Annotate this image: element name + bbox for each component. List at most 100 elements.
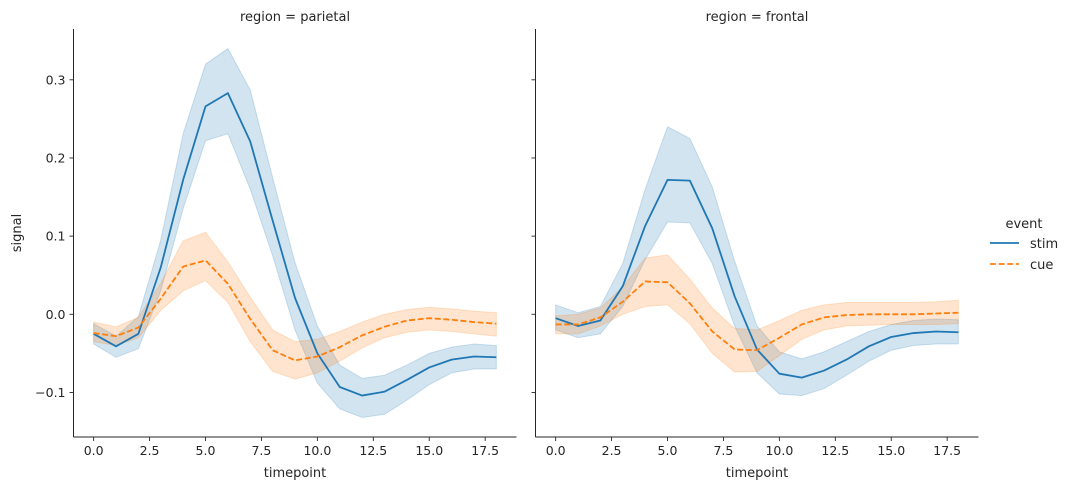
data-point-cue-frontal — [846, 314, 848, 316]
data-point-cue-frontal — [756, 349, 758, 351]
ci-band-cue-parietal — [93, 231, 497, 380]
y-tick-label: 0.2 — [46, 150, 66, 165]
panel-title-frontal: region = frontal — [706, 10, 809, 25]
data-point-stim-parietal — [451, 359, 453, 361]
panel-title-parietal: region = parietal — [240, 10, 350, 25]
data-point-stim-frontal — [577, 325, 579, 327]
data-point-cue-parietal — [182, 266, 184, 268]
series-line-cue-parietal — [93, 259, 497, 362]
data-point-cue-parietal — [495, 323, 497, 325]
data-point-cue-frontal — [667, 281, 669, 283]
data-point-cue-parietal — [428, 317, 430, 319]
data-point-stim-parietal — [137, 333, 139, 335]
data-point-stim-parietal — [316, 352, 318, 354]
data-point-stim-frontal — [846, 359, 848, 361]
data-point-cue-frontal — [913, 313, 915, 315]
data-point-cue-frontal — [644, 281, 646, 283]
x-tick-label-parietal: 15.0 — [415, 443, 443, 458]
x-tick-label-frontal: 5.0 — [658, 443, 678, 458]
data-point-cue-frontal — [890, 313, 892, 315]
data-point-stim-frontal — [957, 331, 959, 333]
data-point-stim-parietal — [205, 105, 207, 107]
x-tick-label-frontal: 15.0 — [877, 443, 905, 458]
data-point-cue-parietal — [451, 319, 453, 321]
data-point-cue-parietal — [361, 334, 363, 336]
data-point-cue-frontal — [957, 312, 959, 314]
series-line-stim-parietal — [93, 92, 497, 397]
data-point-cue-frontal — [711, 331, 713, 333]
data-point-cue-parietal — [339, 346, 341, 348]
x-tick-label-parietal: 2.5 — [140, 443, 160, 458]
data-point-stim-parietal — [361, 395, 363, 397]
y-tick-label: 0.3 — [46, 72, 66, 87]
data-point-stim-frontal — [890, 336, 892, 338]
data-point-cue-parietal — [137, 327, 139, 329]
data-point-cue-parietal — [272, 349, 274, 351]
legend-label-cue: cue — [1030, 258, 1053, 273]
data-point-stim-parietal — [406, 379, 408, 381]
data-point-cue-parietal — [227, 283, 229, 285]
data-point-cue-frontal — [823, 317, 825, 319]
data-point-stim-parietal — [428, 367, 430, 369]
x-tick-label-parietal: 17.5 — [471, 443, 499, 458]
x-tick-label-parietal: 12.5 — [359, 443, 387, 458]
data-point-stim-parietal — [339, 386, 341, 388]
data-point-stim-parietal — [182, 179, 184, 181]
data-point-stim-parietal — [294, 297, 296, 299]
data-point-stim-frontal — [801, 377, 803, 379]
data-point-stim-frontal — [689, 180, 691, 182]
data-point-stim-frontal — [622, 285, 624, 287]
legend: event stim cue — [990, 217, 1058, 273]
data-point-cue-frontal — [778, 337, 780, 339]
x-tick-label-frontal: 2.5 — [602, 443, 622, 458]
data-point-cue-frontal — [734, 349, 736, 351]
data-point-cue-frontal — [577, 324, 579, 326]
data-point-cue-frontal — [622, 301, 624, 303]
data-point-stim-frontal — [868, 345, 870, 347]
y-tick-label: 0.1 — [46, 229, 66, 244]
data-point-cue-parietal — [473, 321, 475, 323]
y-tick-label: 0.0 — [46, 307, 66, 322]
data-point-cue-frontal — [555, 324, 557, 326]
ci-band-cue-frontal — [555, 254, 959, 373]
x-tick-label-frontal: 12.5 — [821, 443, 849, 458]
data-point-stim-frontal — [935, 331, 937, 333]
data-point-stim-frontal — [823, 370, 825, 372]
data-point-cue-parietal — [249, 318, 251, 320]
data-point-stim-frontal — [644, 225, 646, 227]
data-point-cue-parietal — [160, 298, 162, 300]
data-point-cue-parietal — [316, 356, 318, 358]
data-point-stim-frontal — [667, 179, 669, 181]
x-axis-label-parietal: timepoint — [264, 466, 327, 481]
data-point-cue-frontal — [689, 302, 691, 304]
data-point-stim-parietal — [160, 266, 162, 268]
x-tick-label-parietal: 7.5 — [251, 443, 271, 458]
x-tick-label-frontal: 10.0 — [765, 443, 793, 458]
legend-label-stim: stim — [1030, 237, 1058, 252]
x-tick-label-parietal: 10.0 — [303, 443, 331, 458]
data-point-stim-parietal — [227, 92, 229, 94]
data-point-cue-frontal — [599, 317, 601, 319]
data-point-cue-frontal — [868, 313, 870, 315]
data-point-stim-frontal — [711, 227, 713, 229]
legend-title: event — [1005, 217, 1042, 232]
data-point-stim-frontal — [778, 373, 780, 375]
data-point-cue-parietal — [205, 259, 207, 261]
data-point-cue-frontal — [935, 313, 937, 315]
data-point-cue-parietal — [93, 332, 95, 334]
x-tick-label-parietal: 5.0 — [196, 443, 216, 458]
data-point-cue-parietal — [406, 320, 408, 322]
data-point-stim-parietal — [495, 356, 497, 358]
series-line-cue-frontal — [555, 280, 959, 352]
data-point-stim-parietal — [249, 141, 251, 143]
x-tick-label-frontal: 17.5 — [933, 443, 961, 458]
x-tick-label-parietal: 0.0 — [84, 443, 104, 458]
data-point-stim-parietal — [272, 220, 274, 222]
data-point-stim-frontal — [913, 332, 915, 334]
panel-frontal: region = frontal 0.0 2.5 5.0 7.5 10.0 12.5 15.… — [531, 10, 979, 458]
x-tick-label-frontal: 0.0 — [546, 443, 566, 458]
x-axis-label-frontal: timepoint — [726, 466, 789, 481]
y-tick-label: −0.1 — [35, 385, 65, 400]
data-point-stim-parietal — [115, 345, 117, 347]
